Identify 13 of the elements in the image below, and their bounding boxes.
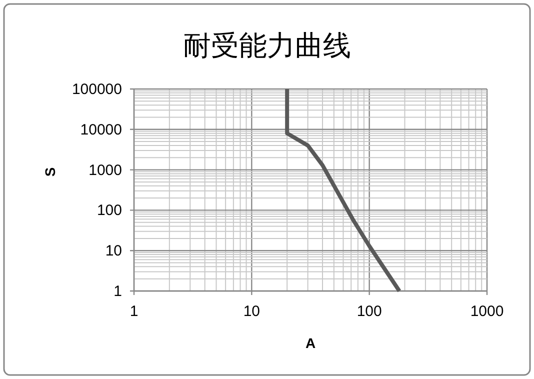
y-tick-label: 1 (114, 283, 122, 300)
x-tick-label: 1 (130, 303, 138, 320)
y-tick-label: 100000 (72, 81, 122, 98)
x-tick-label: 1000 (470, 303, 504, 320)
chart-title: 耐受能力曲线 (183, 30, 351, 61)
x-tick-label: 10 (243, 303, 260, 320)
y-axis-title: S (42, 167, 58, 177)
x-tick-label: 100 (356, 303, 382, 320)
x-axis-title: A (305, 335, 316, 351)
y-tick-label: 100 (96, 202, 122, 220)
y-tick-label: 10 (105, 242, 122, 260)
y-tick-label: 10000 (80, 121, 122, 138)
y-tick-label: 1000 (88, 162, 122, 179)
